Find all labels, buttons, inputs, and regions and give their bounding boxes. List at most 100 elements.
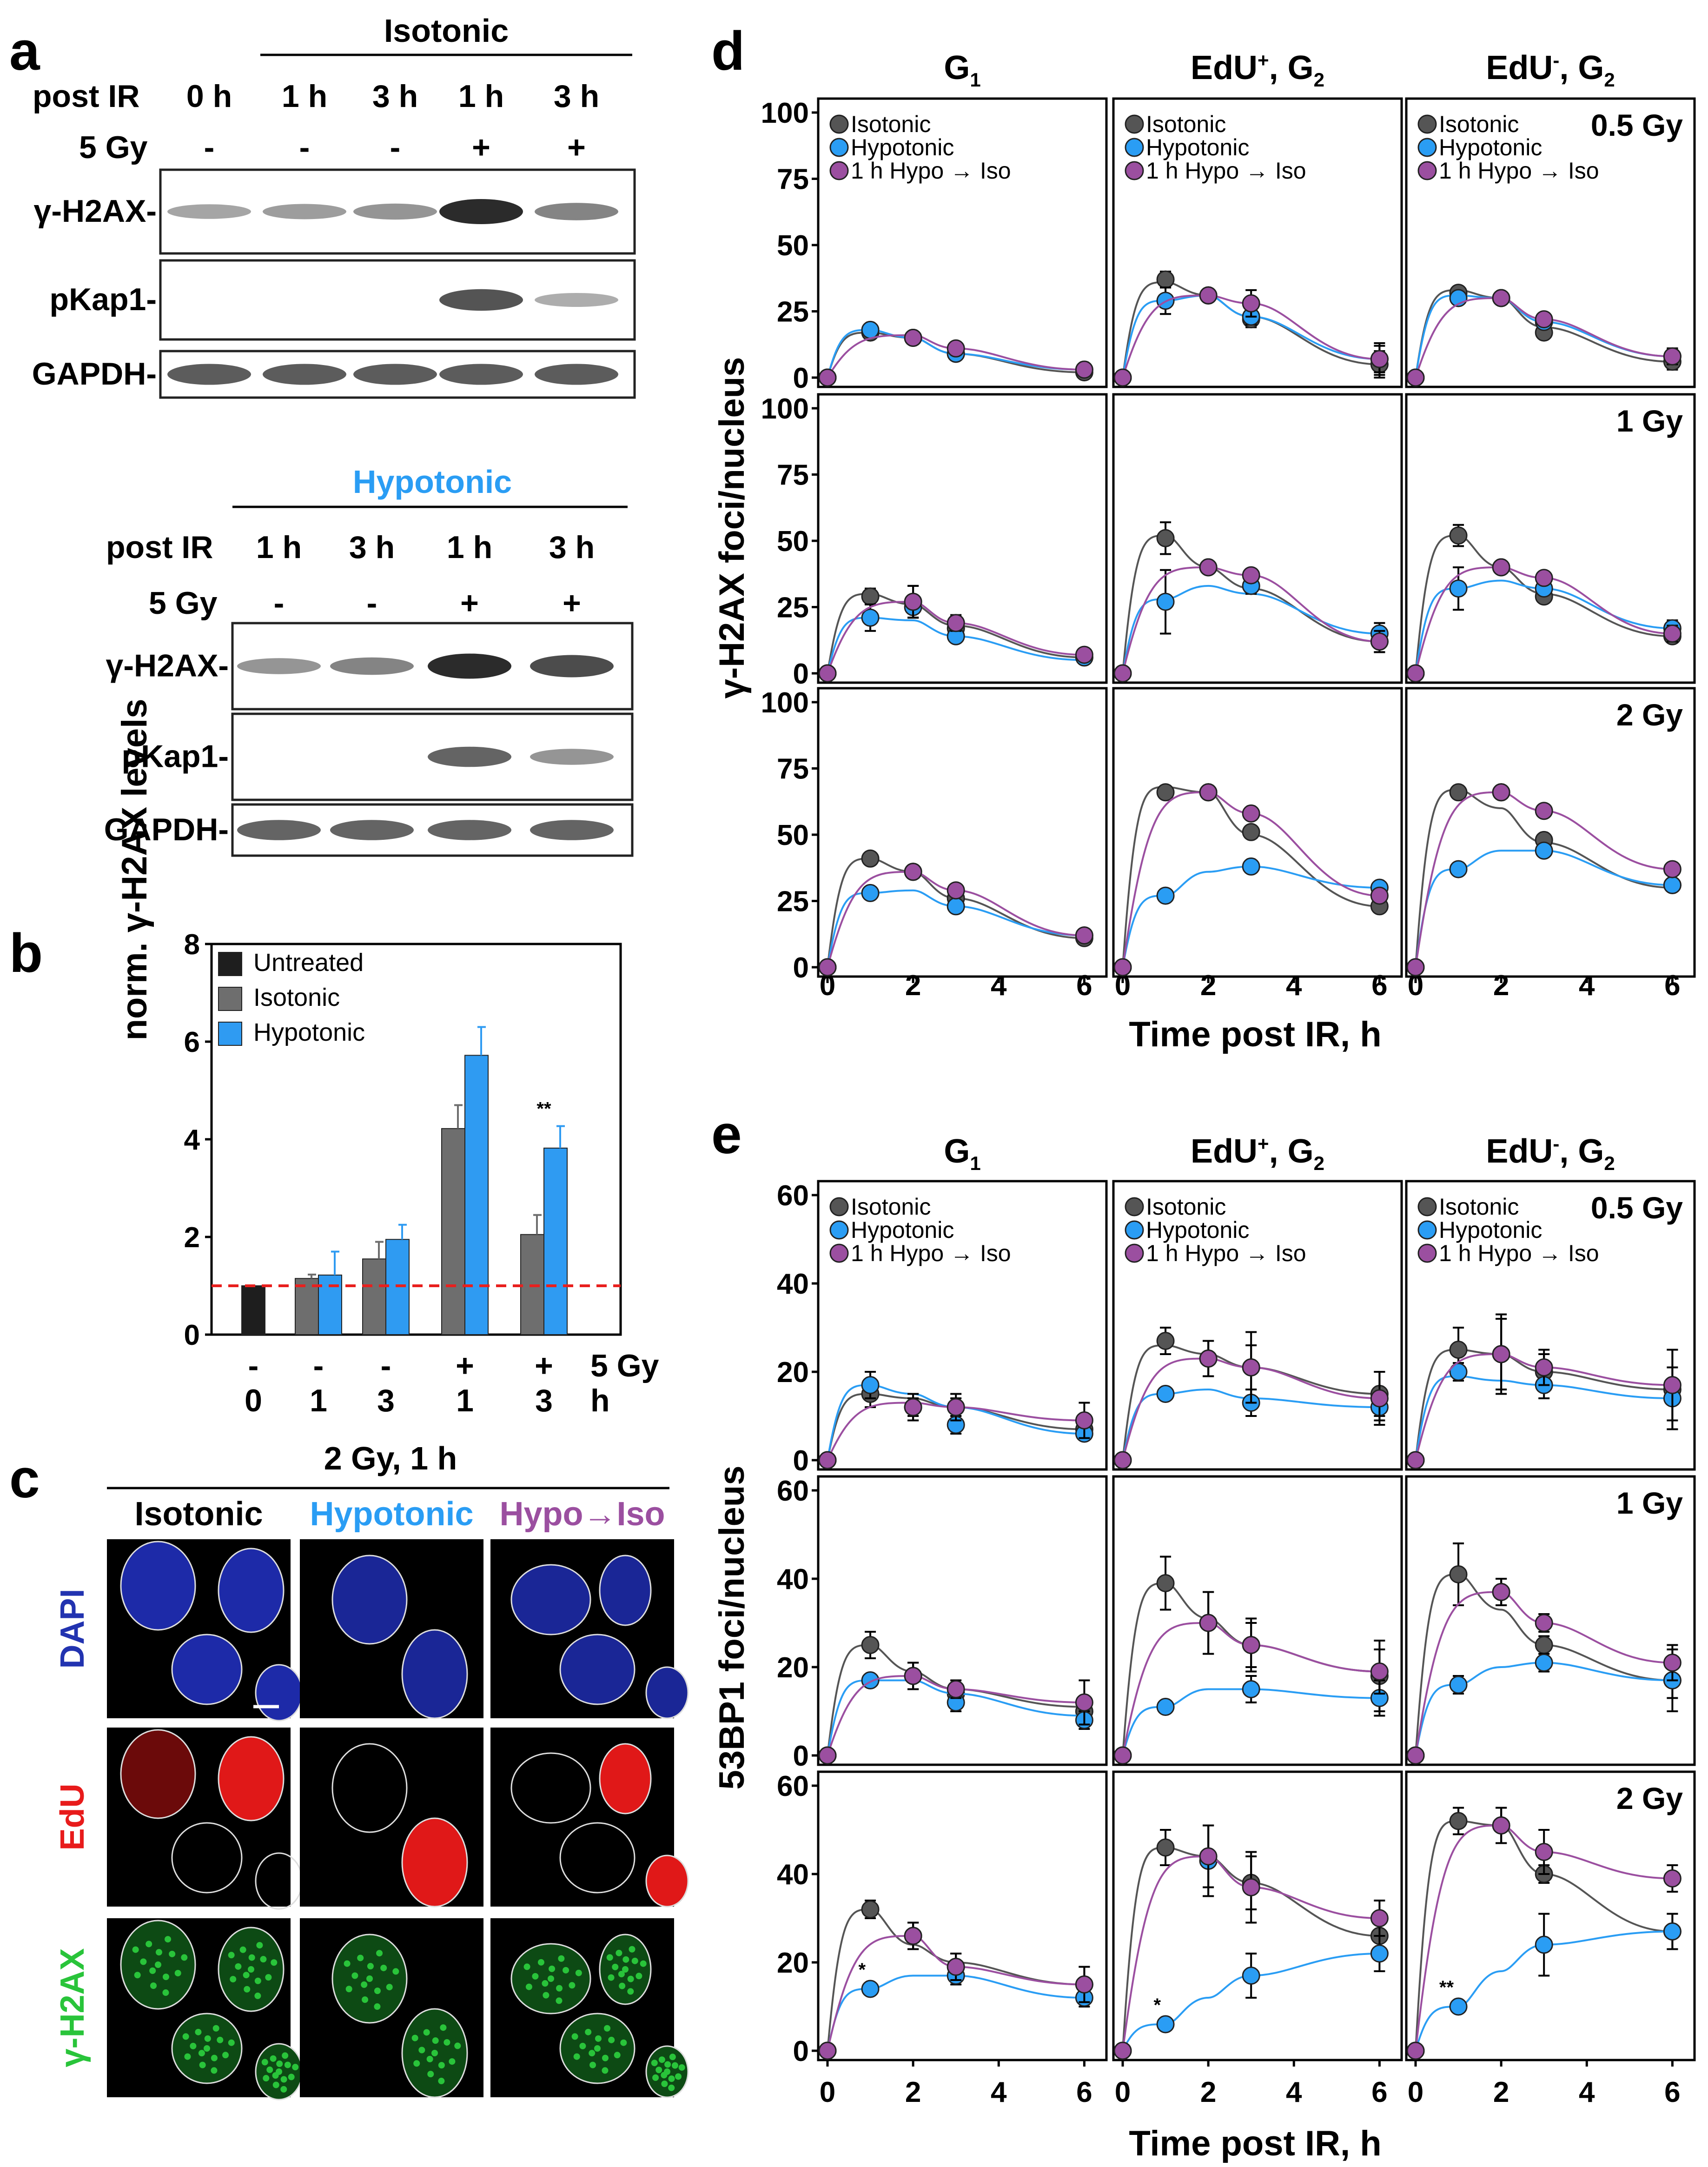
legend-label: 1 h Hypo → Iso: [1439, 158, 1599, 184]
data-point: [1449, 526, 1468, 545]
blot-header: Isotonic: [384, 13, 509, 49]
data-point: [818, 958, 837, 977]
band: [167, 204, 251, 219]
focus-spot: [548, 1975, 554, 1982]
data-point: [861, 587, 880, 606]
focus-spot: [361, 1981, 368, 1988]
post-ir-label: post IR: [106, 530, 213, 565]
focus-spot: [204, 2045, 210, 2052]
band: [353, 203, 437, 220]
focus-spot: [140, 1958, 147, 1965]
fit-curve: [1415, 850, 1673, 968]
data-point: [1242, 1358, 1260, 1376]
focus-spot: [413, 2060, 420, 2067]
data-point: [818, 664, 837, 683]
focus-spot: [261, 2059, 268, 2066]
nucleus: [331, 1555, 408, 1645]
legend-marker: [829, 138, 849, 157]
plot-frame: [1112, 1475, 1403, 1766]
focus-spot: [604, 2025, 611, 2032]
dose-row-label: 5 Gy: [590, 1348, 659, 1383]
data-point: [1663, 347, 1682, 366]
focus-spot: [619, 1982, 626, 1989]
focus-spot: [618, 1971, 625, 1978]
data-point: [1449, 860, 1468, 878]
x-tick-label: 6: [1664, 970, 1680, 1002]
band: [439, 364, 523, 385]
plot-frame: [1112, 1180, 1403, 1471]
legend-label: Hypotonic: [1439, 134, 1542, 160]
nucleus: [559, 1822, 636, 1894]
data-point: [1406, 368, 1425, 387]
data-point: [1406, 664, 1425, 683]
data-point: [1199, 1349, 1218, 1368]
focus-spot: [230, 1976, 237, 1983]
y-tick-label: 75: [777, 164, 809, 196]
legend-label: Isotonic: [851, 111, 931, 137]
y-tick-label: 60: [777, 1180, 809, 1212]
y-tick-label: 0: [793, 1445, 809, 1477]
y-tick-label: 0: [793, 362, 809, 394]
x-tick-label: 4: [991, 970, 1007, 1002]
focus-spot: [235, 1963, 242, 1970]
y-tick-label: 75: [777, 459, 809, 492]
y-tick-label: 0: [793, 1740, 809, 1772]
time-label: 3 h: [349, 530, 395, 565]
data-point: [1199, 286, 1218, 305]
subplot: 0 2 4 6 *: [1112, 1770, 1403, 2108]
time-label: 1 h: [256, 530, 302, 565]
focus-spot: [627, 1975, 634, 1982]
column-title: G1: [944, 49, 980, 91]
focus-spot: [655, 2067, 662, 2074]
x-tick-label: 6: [1371, 2076, 1387, 2108]
data-point: [1535, 1636, 1553, 1654]
data-point: [861, 1376, 880, 1394]
data-point: [1242, 566, 1260, 585]
data-point: [861, 849, 880, 868]
focus-spot: [367, 1963, 374, 1970]
dose-label: 0.5 Gy: [1591, 1190, 1683, 1225]
time-label: 0: [245, 1383, 262, 1418]
fit-curve: [1122, 566, 1380, 674]
focus-spot: [573, 2053, 580, 2060]
legend-marker: [1125, 1197, 1144, 1216]
legend-label: Isotonic: [1146, 111, 1226, 137]
fit-curve: [1415, 297, 1673, 378]
data-point: [1535, 1358, 1553, 1376]
nucleus: [218, 1548, 285, 1633]
data-point: [1156, 2015, 1175, 2034]
data-point: [861, 1980, 880, 1998]
band: [535, 364, 618, 385]
time-label: 0 h: [186, 79, 232, 114]
bar: [362, 1258, 386, 1335]
fit-curve: [827, 1402, 1085, 1461]
focus-spot: [254, 1977, 261, 1984]
fit-curve: [1415, 1573, 1673, 1756]
fit-curve: [1415, 791, 1673, 968]
data-point: [861, 1636, 880, 1654]
focus-spot: [222, 2052, 229, 2059]
band: [330, 820, 414, 840]
data-point: [1535, 1654, 1553, 1672]
nucleus: [599, 1555, 652, 1626]
legend-marker: [1417, 1243, 1437, 1263]
microscopy-panel: 2 Gy, 1 h Isotonic Hypotonic Hypo→Iso DAPI E…: [54, 1440, 689, 2101]
focus-spot: [543, 1992, 549, 1999]
data-point: [1199, 558, 1218, 577]
fit-curve: [1122, 1855, 1380, 2051]
row-label: γ-H2AX-: [34, 193, 157, 229]
focus-spot: [244, 1986, 251, 1993]
band: [428, 746, 511, 767]
legend-label: Hypotonic: [851, 1217, 954, 1243]
x-tick-label: 2: [905, 2076, 921, 2108]
y-tick-label: 50: [777, 819, 809, 851]
band: [439, 289, 523, 311]
nucleus: [559, 1634, 636, 1705]
panel-letter-b: b: [9, 923, 43, 984]
focus-spot: [658, 2056, 665, 2063]
data-point: [1156, 1332, 1175, 1350]
focus-spot: [569, 1982, 576, 1989]
x-tick-label: 6: [1076, 970, 1092, 1002]
